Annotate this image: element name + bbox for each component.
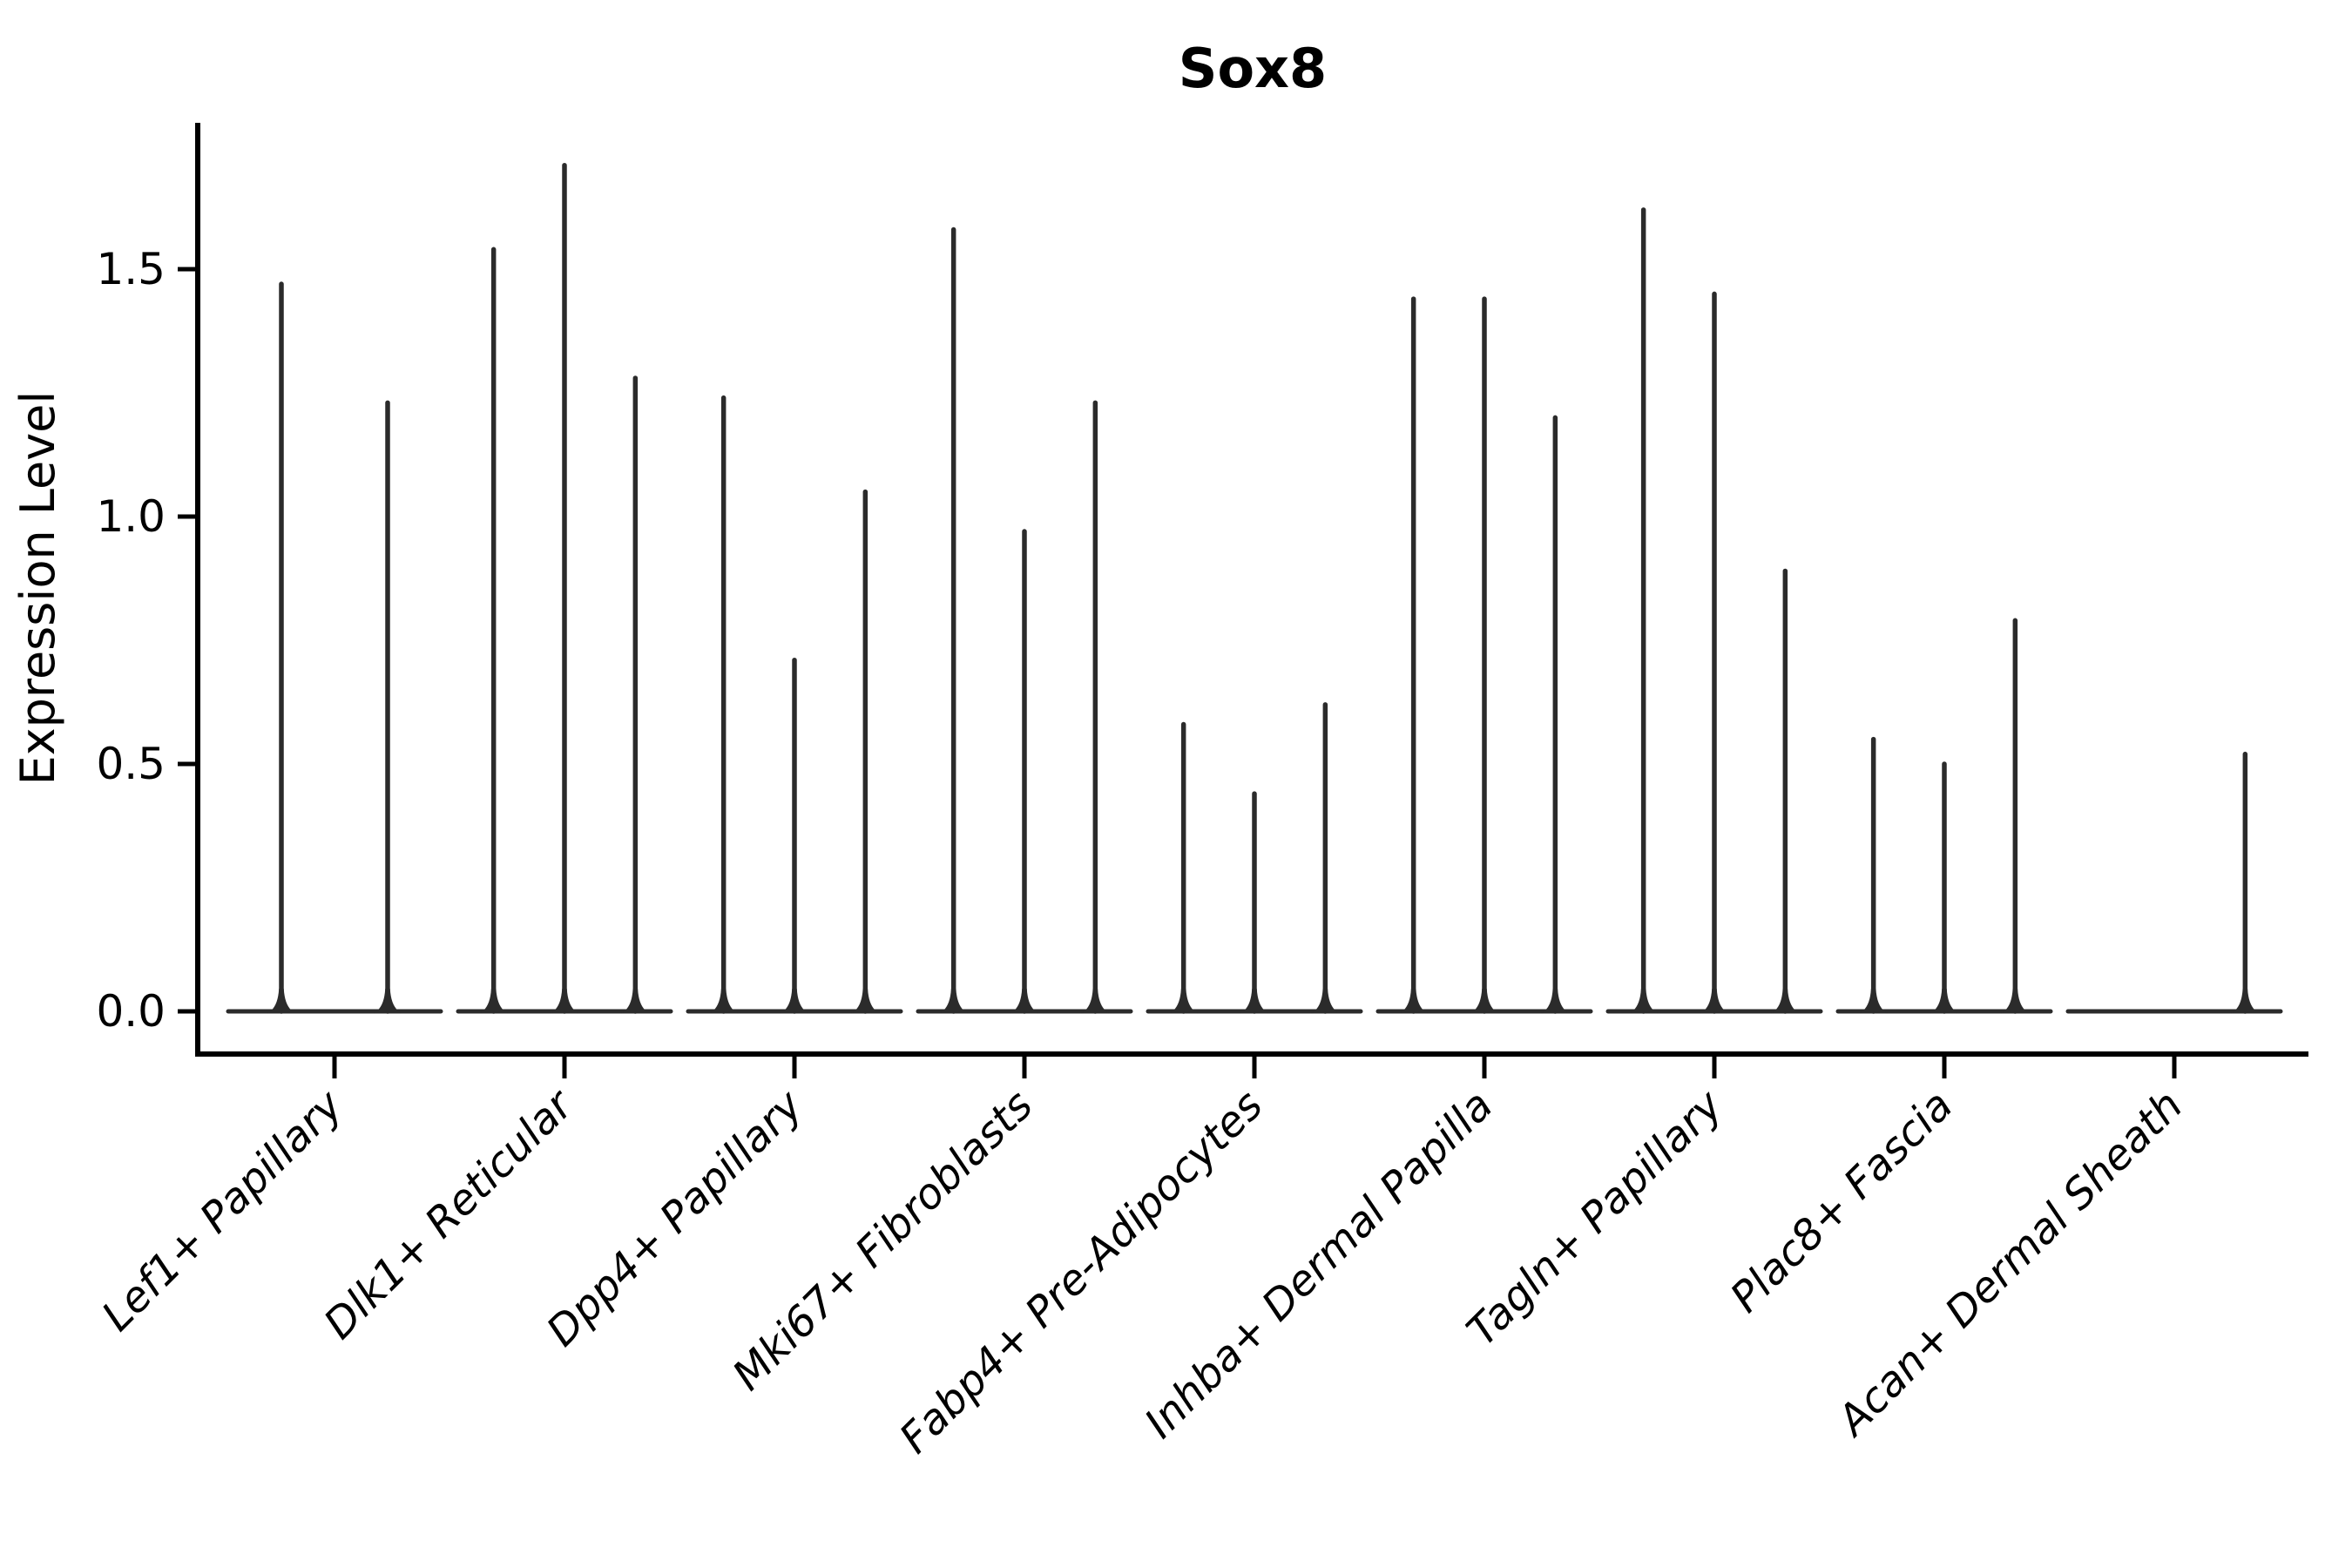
violin-needle-base (374, 989, 402, 1013)
violin-needle-base (1771, 989, 1800, 1013)
violin-needle-base (1399, 989, 1428, 1013)
x-tick-label: Dpp4+ Papillary (537, 1080, 813, 1355)
violin-needle-base (1629, 989, 1658, 1013)
violin-needle-base (851, 989, 880, 1013)
violin-needle-base (1010, 989, 1038, 1013)
violin-needle-base (551, 989, 578, 1013)
violin-needle-base (479, 989, 508, 1013)
violin-needle-base (781, 989, 808, 1013)
violin-needle-base (939, 989, 968, 1013)
x-tick-label: Tagln+ Papillary (1457, 1080, 1733, 1355)
violin-needle-base (1169, 989, 1198, 1013)
y-tick-label: 0.5 (96, 739, 166, 789)
y-tick-label: 1.0 (96, 491, 166, 542)
violin-needle-base (709, 989, 738, 1013)
violin-needle-base (1700, 989, 1728, 1013)
violin-needle-base (1541, 989, 1570, 1013)
violin-needle-base (1240, 989, 1268, 1013)
violin-needle-base (621, 989, 650, 1013)
x-tick-label: Plac8+ Fascia (1721, 1081, 1963, 1322)
violin-needle-base (1859, 989, 1888, 1013)
x-tick-label: Lef1+ Papillary (92, 1080, 353, 1341)
violin-needle-base (1470, 989, 1498, 1013)
violin-needle-base (1930, 989, 1958, 1013)
chart-title: Sox8 (1179, 37, 1327, 100)
violin-needle-base (1081, 989, 1110, 1013)
x-tick-label: Dlk1+ Reticular (314, 1079, 585, 1349)
y-tick-label: 1.5 (96, 244, 166, 294)
x-tick-label: Fabp4+ Pre-Adipocytes (890, 1081, 1273, 1463)
violin-needle-base (1311, 989, 1340, 1013)
violin-needle-base (267, 989, 295, 1013)
y-axis-label: Expression Level (10, 391, 65, 786)
violin-needle-base (2001, 989, 2030, 1013)
violin-needle-base (2231, 989, 2260, 1013)
y-tick-label: 0.0 (96, 986, 166, 1037)
